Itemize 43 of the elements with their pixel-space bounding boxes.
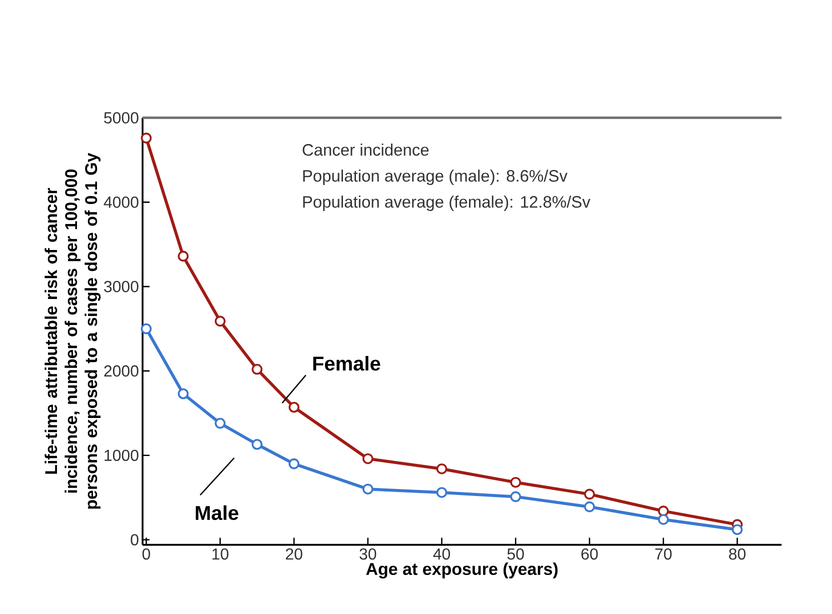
point [178, 250, 189, 262]
point [510, 491, 522, 502]
x-tick-label: 30 [360, 548, 376, 560]
y-tick-label: 5000 [104, 112, 138, 124]
y-axis-title: Life-time attributable risk of cancer incidence, number of cases per 100,000 persons exposed to a single dose of 0.1 Gy [44, 152, 101, 509]
point [214, 418, 226, 429]
point [658, 506, 669, 516]
y-tick-label: 4000 [104, 196, 138, 208]
point [584, 501, 595, 512]
annotation: Population average (female): 12.8%/Sv [303, 196, 590, 211]
y-tick-label: 1000 [104, 450, 138, 462]
x-tick-label: 80 [729, 548, 746, 560]
point [178, 388, 189, 400]
x-tick-label: 40 [433, 548, 450, 560]
y-tick-label: 0 [130, 534, 138, 546]
y-tick-label: 2000 [104, 365, 138, 377]
x-tick-label: 10 [212, 548, 228, 560]
point [214, 316, 226, 327]
point [362, 484, 374, 495]
x-axis-title: Age at exposure (years) [366, 562, 558, 578]
point [732, 524, 743, 536]
point [252, 364, 262, 375]
point [140, 323, 152, 334]
text: Male [196, 505, 238, 520]
point [658, 514, 669, 525]
point [288, 458, 300, 470]
annotation: Population average (male): 8.6%/Sv [303, 170, 568, 185]
series-label: Female [313, 356, 380, 371]
x-tick-label: 70 [655, 548, 672, 560]
x-tick-label: 60 [581, 548, 598, 560]
y-tick-label: 3000 [104, 280, 138, 292]
annotation: Cancer incidence [302, 144, 429, 156]
point [252, 438, 262, 450]
point [584, 488, 595, 500]
x-tick-label: 50 [507, 548, 524, 560]
point [140, 132, 152, 144]
point [436, 487, 448, 498]
point [510, 476, 522, 488]
x-tick-label: 20 [286, 548, 302, 560]
x-tick-label: 0 [142, 548, 150, 560]
point [436, 463, 448, 474]
point [362, 453, 374, 464]
point [288, 402, 300, 413]
